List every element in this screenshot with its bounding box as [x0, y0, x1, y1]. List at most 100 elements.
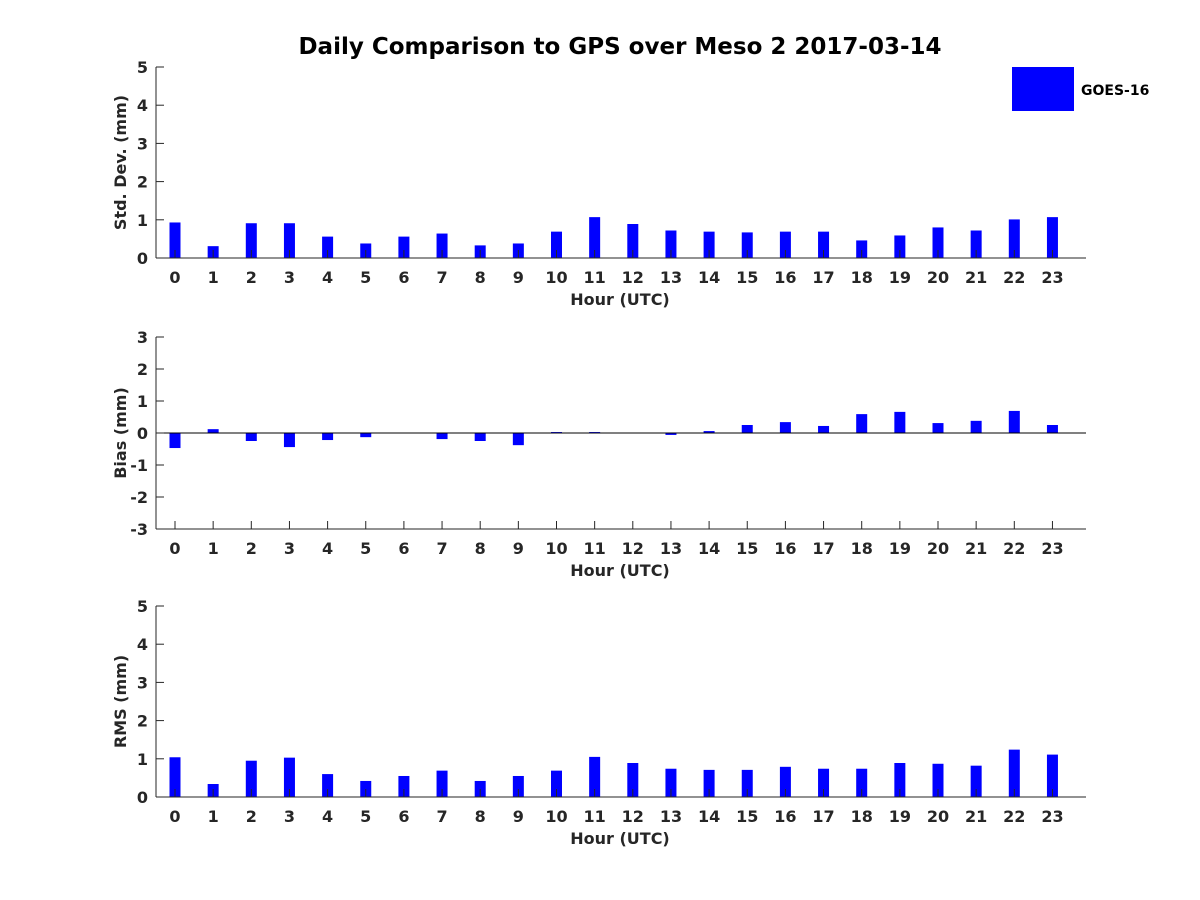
bar-rms-18 — [856, 768, 868, 797]
bar-std-dev-10 — [551, 231, 562, 258]
y-axis-label-std-dev: Std. Dev. (mm) — [111, 95, 130, 230]
x-tick-label-bias-3: 3 — [284, 539, 295, 558]
y-tick-label-rms-2: 2 — [137, 712, 148, 731]
bar-bias-0 — [169, 433, 181, 449]
bar-std-dev-13 — [665, 230, 677, 258]
x-tick-label-std-dev-12: 12 — [622, 268, 644, 287]
bar-bias-21 — [970, 420, 982, 433]
bar-rms-22 — [1008, 749, 1020, 797]
x-axis-label-rms: Hour (UTC) — [570, 829, 670, 848]
legend-label: GOES-16 — [1081, 83, 1149, 99]
bar-bias-18 — [856, 414, 868, 433]
bar-std-dev-0 — [169, 222, 181, 258]
bar-bias-23 — [1046, 425, 1058, 433]
x-tick-label-bias-2: 2 — [246, 539, 257, 558]
x-tick-label-rms-19: 19 — [889, 807, 911, 826]
bar-std-dev-6 — [398, 236, 410, 258]
x-tick-label-bias-22: 22 — [1003, 539, 1025, 558]
x-tick-label-bias-13: 13 — [660, 539, 682, 558]
x-tick-label-std-dev-20: 20 — [927, 268, 949, 287]
bar-bias-20 — [932, 423, 944, 433]
bar-rms-3 — [283, 757, 295, 797]
x-tick-label-std-dev-14: 14 — [698, 268, 720, 287]
x-tick-label-std-dev-11: 11 — [584, 268, 606, 287]
bar-rms-9 — [512, 775, 524, 797]
x-tick-label-std-dev-21: 21 — [965, 268, 987, 287]
x-tick-label-bias-23: 23 — [1041, 539, 1063, 558]
x-tick-label-rms-20: 20 — [927, 807, 949, 826]
x-tick-label-bias-6: 6 — [398, 539, 409, 558]
bar-bias-2 — [245, 433, 257, 441]
bar-std-dev-11 — [589, 217, 601, 258]
x-tick-label-rms-23: 23 — [1041, 807, 1063, 826]
y-axis-label-bias: Bias (mm) — [111, 387, 130, 479]
bar-rms-12 — [627, 763, 639, 797]
x-tick-label-rms-11: 11 — [584, 807, 606, 826]
y-tick-label-bias-0: 0 — [137, 424, 148, 443]
y-tick-label-rms-5: 5 — [137, 597, 148, 616]
y-tick-label-bias-3: 3 — [137, 328, 148, 347]
bar-rms-21 — [970, 765, 982, 797]
legend: GOES-16 — [1012, 67, 1149, 111]
y-tick-label-bias-2: 2 — [137, 360, 148, 379]
x-tick-label-rms-9: 9 — [513, 807, 524, 826]
bar-bias-8 — [474, 433, 486, 441]
bar-std-dev-20 — [932, 227, 944, 258]
y-tick-label-rms-3: 3 — [137, 673, 148, 692]
bar-bias-7 — [436, 433, 448, 440]
y-tick-label-std-dev-3: 3 — [137, 134, 148, 153]
x-tick-label-bias-21: 21 — [965, 539, 987, 558]
y-tick-label-rms-1: 1 — [137, 750, 148, 769]
bar-rms-8 — [474, 780, 486, 797]
bar-rms-17 — [818, 768, 830, 797]
x-tick-label-rms-6: 6 — [398, 807, 409, 826]
bar-std-dev-4 — [322, 236, 334, 258]
bar-bias-22 — [1008, 410, 1020, 433]
y-tick-label-std-dev-4: 4 — [137, 96, 148, 115]
x-tick-label-rms-22: 22 — [1003, 807, 1025, 826]
x-tick-label-bias-7: 7 — [436, 539, 447, 558]
x-tick-label-std-dev-15: 15 — [736, 268, 758, 287]
x-tick-label-std-dev-18: 18 — [851, 268, 873, 287]
bar-rms-10 — [551, 770, 562, 797]
bar-std-dev-21 — [970, 230, 982, 258]
x-tick-label-std-dev-13: 13 — [660, 268, 682, 287]
x-tick-label-std-dev-8: 8 — [475, 268, 486, 287]
x-tick-label-rms-13: 13 — [660, 807, 682, 826]
y-tick-label-bias--1: -1 — [130, 456, 148, 475]
x-tick-label-rms-16: 16 — [774, 807, 796, 826]
bar-bias-5 — [360, 433, 372, 438]
x-tick-label-std-dev-22: 22 — [1003, 268, 1025, 287]
y-tick-label-rms-0: 0 — [137, 788, 148, 807]
bar-rms-4 — [322, 774, 334, 797]
y-axis-label-rms: RMS (mm) — [111, 655, 130, 748]
x-tick-label-bias-11: 11 — [584, 539, 606, 558]
bar-std-dev-23 — [1046, 217, 1058, 258]
chart-title: Daily Comparison to GPS over Meso 2 2017… — [298, 34, 941, 60]
y-tick-label-bias--3: -3 — [130, 520, 148, 539]
y-tick-label-std-dev-1: 1 — [137, 211, 148, 230]
x-tick-label-rms-7: 7 — [436, 807, 447, 826]
x-tick-label-rms-8: 8 — [475, 807, 486, 826]
bar-std-dev-18 — [856, 240, 868, 258]
x-tick-label-bias-16: 16 — [774, 539, 796, 558]
bar-rms-5 — [360, 780, 372, 797]
bar-std-dev-15 — [741, 232, 753, 258]
bar-rms-16 — [779, 766, 791, 797]
y-tick-label-bias--2: -2 — [130, 488, 148, 507]
bar-bias-3 — [283, 433, 295, 448]
x-tick-label-std-dev-10: 10 — [545, 268, 567, 287]
x-tick-label-std-dev-0: 0 — [169, 268, 180, 287]
x-tick-label-bias-20: 20 — [927, 539, 949, 558]
bar-rms-0 — [169, 757, 181, 797]
bar-rms-7 — [436, 770, 448, 797]
bar-rms-11 — [589, 756, 601, 797]
x-tick-label-std-dev-17: 17 — [812, 268, 834, 287]
x-tick-label-std-dev-6: 6 — [398, 268, 409, 287]
bar-rms-19 — [894, 763, 906, 797]
x-tick-label-bias-15: 15 — [736, 539, 758, 558]
